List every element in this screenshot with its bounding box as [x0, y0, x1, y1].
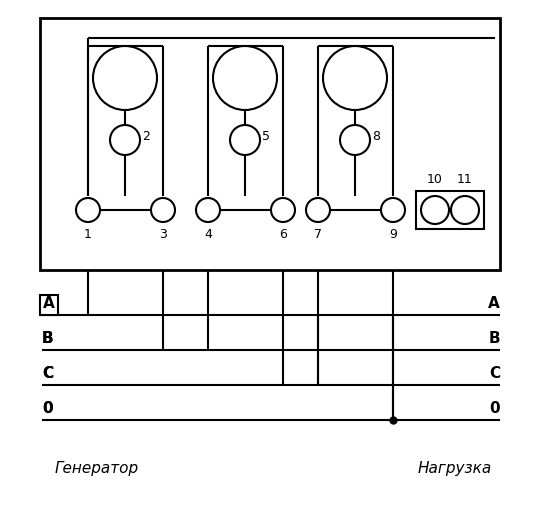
- Bar: [416, 191, 484, 229]
- Text: C: C: [42, 366, 53, 381]
- Circle shape: [306, 198, 330, 222]
- Text: 0: 0: [490, 401, 500, 416]
- Circle shape: [213, 46, 277, 110]
- Text: 6: 6: [279, 228, 287, 241]
- Text: 9: 9: [389, 228, 397, 241]
- Text: B: B: [42, 331, 54, 346]
- Text: 5: 5: [262, 130, 270, 143]
- Circle shape: [323, 46, 387, 110]
- Circle shape: [271, 198, 295, 222]
- Circle shape: [230, 125, 260, 155]
- Bar: [40, 18, 500, 270]
- Circle shape: [196, 198, 220, 222]
- Text: A: A: [489, 296, 500, 311]
- Circle shape: [340, 125, 370, 155]
- Text: 8: 8: [372, 130, 380, 143]
- Circle shape: [110, 125, 140, 155]
- Circle shape: [381, 198, 405, 222]
- Text: 2: 2: [142, 130, 150, 143]
- Text: 1: 1: [84, 228, 92, 241]
- Circle shape: [451, 196, 479, 224]
- Bar: [40, 295, 58, 315]
- Text: B: B: [489, 331, 500, 346]
- Circle shape: [93, 46, 157, 110]
- Text: A: A: [42, 296, 54, 311]
- Text: 7: 7: [314, 228, 322, 241]
- Text: Генератор: Генератор: [55, 460, 139, 476]
- Circle shape: [421, 196, 449, 224]
- Text: B: B: [42, 331, 54, 346]
- Text: A: A: [43, 296, 55, 311]
- Text: 0: 0: [42, 401, 52, 416]
- Text: 11: 11: [457, 173, 473, 186]
- Text: C: C: [489, 366, 500, 381]
- Text: 4: 4: [204, 228, 212, 241]
- Text: C: C: [42, 366, 53, 381]
- Text: 10: 10: [427, 173, 443, 186]
- Text: 3: 3: [159, 228, 167, 241]
- Circle shape: [76, 198, 100, 222]
- Circle shape: [151, 198, 175, 222]
- Text: 0: 0: [42, 401, 52, 416]
- Text: Нагрузка: Нагрузка: [418, 460, 492, 476]
